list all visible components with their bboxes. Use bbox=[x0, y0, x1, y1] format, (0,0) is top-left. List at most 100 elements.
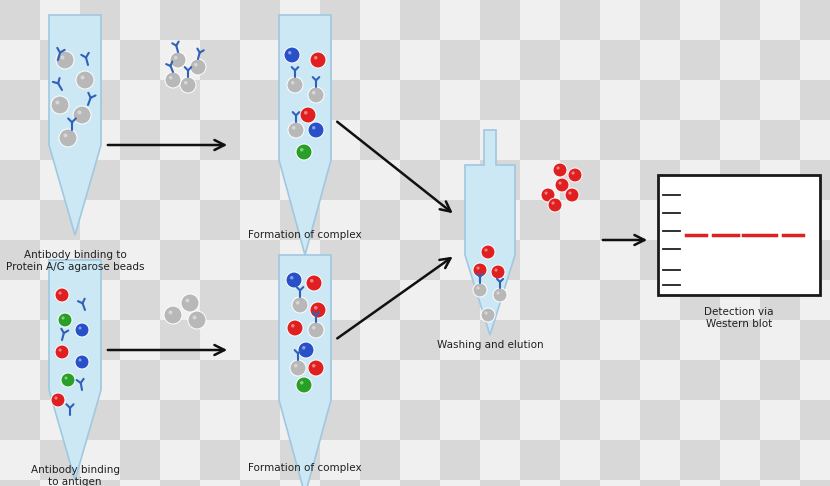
Bar bbox=[760, 200, 800, 240]
Circle shape bbox=[300, 381, 304, 384]
Bar bbox=[560, 0, 600, 40]
Circle shape bbox=[180, 77, 196, 93]
Bar bbox=[400, 160, 440, 200]
Bar bbox=[440, 0, 480, 40]
Bar bbox=[440, 280, 480, 320]
Circle shape bbox=[59, 129, 77, 147]
Circle shape bbox=[473, 283, 487, 297]
Bar bbox=[200, 80, 240, 120]
Bar bbox=[658, 175, 820, 295]
Bar bbox=[40, 440, 80, 480]
Bar bbox=[40, 400, 80, 440]
Circle shape bbox=[55, 288, 69, 302]
Bar bbox=[560, 440, 600, 480]
Circle shape bbox=[300, 107, 316, 123]
Bar bbox=[800, 360, 830, 400]
Bar bbox=[560, 400, 600, 440]
Circle shape bbox=[65, 377, 67, 380]
Bar bbox=[640, 360, 680, 400]
Bar bbox=[320, 120, 360, 160]
Bar bbox=[560, 80, 600, 120]
Bar bbox=[640, 480, 680, 486]
Circle shape bbox=[569, 191, 572, 194]
Bar bbox=[720, 440, 760, 480]
Circle shape bbox=[79, 327, 81, 330]
Bar bbox=[760, 120, 800, 160]
Circle shape bbox=[308, 87, 324, 103]
Bar bbox=[160, 280, 200, 320]
Bar bbox=[200, 240, 240, 280]
Bar bbox=[480, 80, 520, 120]
Text: Formation of complex: Formation of complex bbox=[248, 463, 362, 473]
Bar bbox=[200, 120, 240, 160]
Bar bbox=[640, 240, 680, 280]
Bar bbox=[680, 0, 720, 40]
Circle shape bbox=[291, 81, 295, 85]
Bar bbox=[760, 240, 800, 280]
Circle shape bbox=[541, 188, 555, 202]
Bar bbox=[320, 240, 360, 280]
Bar bbox=[640, 160, 680, 200]
Bar bbox=[520, 240, 560, 280]
Bar bbox=[0, 320, 40, 360]
Bar bbox=[440, 400, 480, 440]
Circle shape bbox=[168, 311, 173, 314]
Bar bbox=[640, 400, 680, 440]
Bar bbox=[520, 0, 560, 40]
Bar bbox=[280, 200, 320, 240]
Polygon shape bbox=[49, 15, 101, 235]
Bar bbox=[400, 240, 440, 280]
Bar bbox=[520, 200, 560, 240]
Circle shape bbox=[310, 279, 314, 282]
Circle shape bbox=[55, 397, 57, 399]
Bar bbox=[440, 320, 480, 360]
Bar bbox=[40, 200, 80, 240]
Bar bbox=[440, 120, 480, 160]
Circle shape bbox=[559, 181, 562, 185]
Circle shape bbox=[56, 101, 60, 104]
Circle shape bbox=[73, 106, 91, 124]
Bar bbox=[40, 480, 80, 486]
Bar bbox=[40, 40, 80, 80]
Bar bbox=[520, 280, 560, 320]
Bar bbox=[720, 400, 760, 440]
Bar bbox=[360, 280, 400, 320]
Bar bbox=[640, 0, 680, 40]
Bar bbox=[680, 240, 720, 280]
Circle shape bbox=[58, 292, 61, 295]
Polygon shape bbox=[49, 260, 101, 480]
Bar bbox=[600, 480, 640, 486]
Bar bbox=[680, 480, 720, 486]
Bar bbox=[520, 120, 560, 160]
Bar bbox=[160, 240, 200, 280]
Bar bbox=[0, 40, 40, 80]
Circle shape bbox=[495, 268, 497, 272]
Circle shape bbox=[296, 377, 312, 393]
Bar bbox=[400, 80, 440, 120]
Bar bbox=[240, 80, 280, 120]
Bar bbox=[760, 160, 800, 200]
Bar bbox=[640, 280, 680, 320]
Bar bbox=[560, 320, 600, 360]
Bar bbox=[440, 200, 480, 240]
Bar bbox=[560, 40, 600, 80]
Bar bbox=[680, 360, 720, 400]
Bar bbox=[520, 400, 560, 440]
Bar bbox=[440, 440, 480, 480]
Bar bbox=[0, 120, 40, 160]
Bar bbox=[600, 400, 640, 440]
Polygon shape bbox=[465, 130, 515, 335]
Circle shape bbox=[292, 126, 295, 130]
Circle shape bbox=[298, 342, 314, 358]
Circle shape bbox=[296, 301, 300, 305]
Circle shape bbox=[287, 320, 303, 336]
Bar bbox=[480, 240, 520, 280]
Bar bbox=[800, 280, 830, 320]
Circle shape bbox=[193, 315, 197, 319]
Circle shape bbox=[310, 52, 326, 68]
Circle shape bbox=[194, 63, 198, 67]
Circle shape bbox=[485, 248, 487, 252]
Bar bbox=[640, 320, 680, 360]
Bar bbox=[760, 360, 800, 400]
Bar bbox=[400, 280, 440, 320]
